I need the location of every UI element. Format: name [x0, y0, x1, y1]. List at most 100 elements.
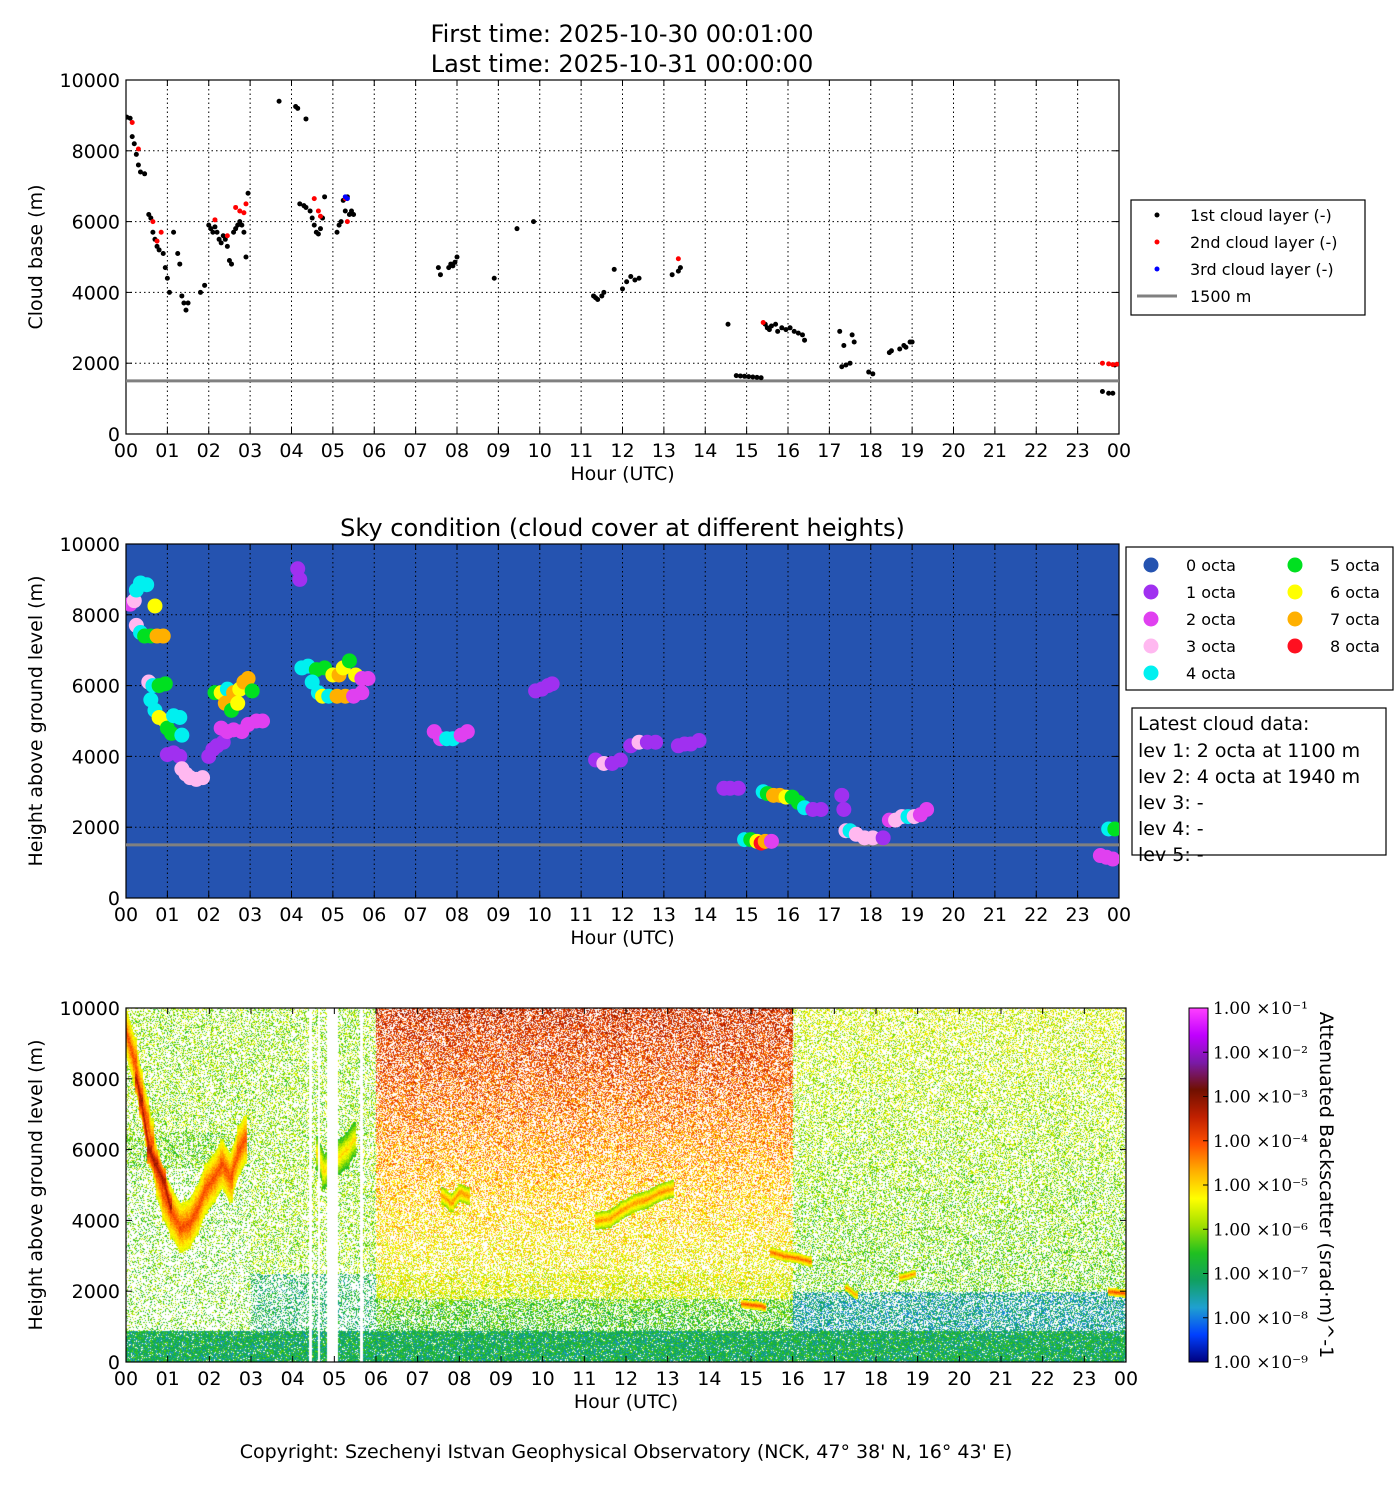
y-tick-label: 2000	[72, 353, 120, 375]
first-layer-point	[322, 194, 328, 200]
octa-point	[240, 671, 256, 687]
second-layer-point	[237, 208, 243, 214]
second-layer-point	[760, 319, 766, 325]
info-line: lev 4: -	[1138, 818, 1204, 840]
x-tick-label: 18	[864, 1368, 888, 1390]
first-layer-point	[909, 339, 915, 345]
plot-frame	[125, 1007, 1127, 1363]
second-layer-point	[150, 219, 156, 225]
colorbar-tick-label: 1.00 ×10⁻²	[1213, 1043, 1308, 1063]
first-layer-point	[746, 374, 752, 380]
x-tick-label: 23	[1066, 440, 1090, 462]
octa-point	[836, 802, 852, 817]
first-layer-point	[162, 265, 168, 271]
second-layer-point	[129, 119, 135, 125]
first-layer-point	[750, 374, 756, 380]
first-layer-point	[315, 231, 321, 237]
first-layer-point	[841, 343, 847, 348]
first-layer-point	[311, 222, 317, 228]
x-tick-label: 13	[652, 904, 676, 926]
first-layer-point	[624, 279, 630, 285]
second-layer-point	[1099, 360, 1105, 366]
first-layer-point	[214, 229, 220, 235]
y-tick-label: 4000	[72, 282, 120, 304]
first-layer-point	[241, 229, 247, 235]
x-tick-label: 00	[114, 1368, 138, 1390]
first-layer-point	[129, 134, 135, 140]
x-tick-label: 09	[486, 440, 510, 462]
info-line: lev 2: 4 octa at 1940 m	[1138, 766, 1360, 788]
octa-point	[1105, 851, 1119, 867]
legend-label: 5 octa	[1330, 556, 1380, 575]
first-layer-point	[779, 325, 785, 331]
octa-point	[865, 830, 881, 846]
x-tick-label: 00	[1107, 904, 1131, 926]
first-time-label: First time: 2025-10-30 00:01:00	[431, 20, 814, 48]
first-layer-point	[620, 286, 625, 292]
x-tick-label: 16	[781, 1368, 805, 1390]
first-layer-point	[166, 289, 172, 295]
first-layer-point	[142, 171, 148, 177]
y-tick-label: 8000	[72, 1069, 120, 1091]
legend-label: 4 octa	[1186, 664, 1236, 683]
first-layer-point	[131, 141, 137, 147]
first-layer-point	[733, 373, 739, 379]
x-tick-label: 01	[155, 440, 179, 462]
x-axis-title: Hour (UTC)	[570, 927, 674, 949]
colorbar-tick-label: 1.00 ×10⁻⁸	[1213, 1309, 1308, 1329]
x-tick-label: 07	[404, 440, 428, 462]
x-tick-label: 07	[406, 1368, 430, 1390]
octa-point	[174, 727, 190, 743]
sky-condition-title: Sky condition (cloud cover at different …	[340, 514, 905, 542]
info-title: Latest cloud data:	[1138, 713, 1309, 735]
x-tick-label: 19	[900, 440, 924, 462]
first-layer-point	[160, 250, 166, 256]
x-tick-label: 20	[941, 440, 965, 462]
octa-point	[544, 676, 560, 692]
first-layer-point	[595, 296, 601, 302]
x-tick-label: 14	[693, 904, 717, 926]
legend-marker	[1143, 638, 1159, 654]
x-tick-label: 21	[989, 1368, 1013, 1390]
legend-label: 2nd cloud layer (-)	[1190, 233, 1337, 252]
legend-marker	[1143, 611, 1159, 627]
first-layer-point	[229, 261, 235, 267]
x-tick-label: 05	[322, 1368, 346, 1390]
x-tick-label: 12	[614, 1368, 638, 1390]
colorbar-tick-label: 1.00 ×10⁻⁶	[1213, 1220, 1308, 1240]
y-axis-title: Height above ground level (m)	[25, 1040, 47, 1331]
x-tick-label: 10	[531, 1368, 555, 1390]
first-layer-point	[802, 337, 808, 343]
x-tick-label: 20	[941, 904, 965, 926]
first-layer-point	[156, 247, 162, 253]
x-tick-label: 01	[155, 904, 179, 926]
first-layer-point	[768, 323, 774, 329]
backscatter-colorbar: 1.00 ×10⁻¹ 1.00 ×10⁻² 1.00 ×10⁻³ 1.00 ×10⁻⁴…	[1188, 999, 1337, 1373]
y-tick-label: 4000	[72, 1210, 120, 1232]
first-layer-point	[137, 169, 143, 175]
first-layer-point	[628, 273, 634, 279]
first-layer-point	[849, 332, 855, 338]
info-line: lev 5: -	[1138, 844, 1204, 866]
first-layer-point	[171, 229, 177, 235]
x-tick-label: 03	[239, 1368, 263, 1390]
x-tick-label: 13	[656, 1368, 680, 1390]
first-layer-point	[177, 261, 183, 267]
x-axis-title: Hour (UTC)	[570, 463, 674, 485]
y-axis-title: Height above ground level (m)	[25, 576, 47, 867]
x-tick-label: 04	[279, 904, 303, 926]
first-layer-point	[775, 328, 781, 334]
octa-point	[813, 802, 829, 817]
first-layer-point	[491, 275, 497, 281]
first-layer-point	[303, 204, 309, 210]
first-layer-point	[135, 162, 141, 168]
first-layer-point	[202, 282, 208, 288]
x-tick-label: 17	[822, 1368, 846, 1390]
x-tick-label: 13	[652, 440, 676, 462]
first-layer-point	[150, 229, 156, 235]
legend-label: 3 octa	[1186, 637, 1236, 656]
x-tick-label: 02	[197, 440, 221, 462]
first-layer-point	[773, 321, 779, 327]
x-tick-label: 11	[569, 904, 593, 926]
x-tick-label: 16	[776, 440, 800, 462]
